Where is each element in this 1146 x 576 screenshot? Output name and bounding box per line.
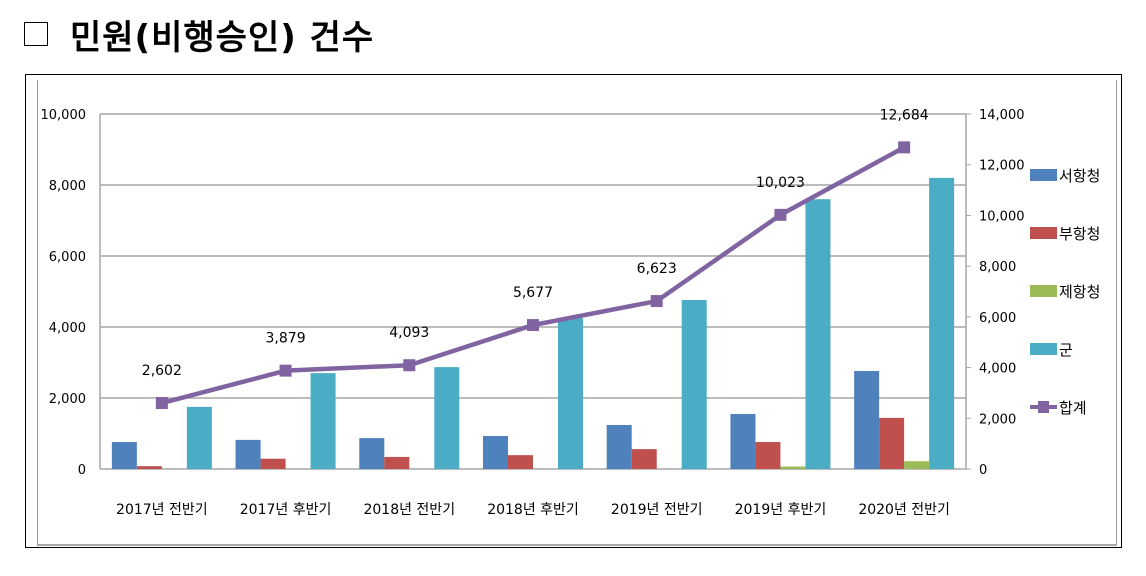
right-axis-tick-label: 0 bbox=[979, 463, 987, 478]
legend-swatch-군 bbox=[1030, 343, 1057, 355]
data-label: 10,023 bbox=[756, 175, 805, 191]
bars bbox=[111, 177, 955, 469]
data-label: 2,602 bbox=[142, 363, 182, 379]
left-axis-tick-label: 10,000 bbox=[41, 108, 87, 123]
bar-부항청 bbox=[508, 455, 533, 469]
legend-label: 합계 bbox=[1059, 399, 1087, 417]
legend-label: 제항청 bbox=[1059, 283, 1100, 301]
page-title: 민원(비행승인) 건수 bbox=[24, 10, 374, 58]
data-label: 5,677 bbox=[513, 285, 553, 301]
right-axis-tick-label: 6,000 bbox=[979, 311, 1016, 326]
x-axis-tick-label: 2020년 전반기 bbox=[858, 502, 950, 518]
total-line: 2,602 3,879 4,093 5,677 6,623 10,023 12,684 bbox=[142, 107, 929, 410]
total-line-marker bbox=[650, 295, 663, 308]
bar-군 bbox=[310, 373, 336, 469]
bar-군 bbox=[434, 367, 460, 469]
legend-swatch-부항청 bbox=[1030, 227, 1057, 239]
right-axis-tick-label: 4,000 bbox=[979, 362, 1016, 377]
legend-swatch-제항청 bbox=[1030, 285, 1057, 297]
bar-서항청 bbox=[111, 442, 137, 469]
bar-군 bbox=[929, 177, 955, 469]
bar-제항청 bbox=[780, 466, 806, 469]
bar-부항청 bbox=[384, 456, 410, 469]
bar-군 bbox=[681, 300, 707, 469]
total-line-marker bbox=[774, 208, 787, 221]
right-axis-tick-label: 12,000 bbox=[979, 159, 1025, 174]
chart-area-border bbox=[37, 80, 1117, 546]
bar-서항청 bbox=[730, 413, 756, 469]
left-axis-tick-label: 4,000 bbox=[49, 321, 86, 336]
legend-label: 부항청 bbox=[1059, 225, 1100, 243]
bar-부항청 bbox=[755, 442, 781, 469]
total-line-marker bbox=[155, 397, 168, 410]
right-axis-tick-label: 10,000 bbox=[979, 209, 1025, 224]
right-axis-tick-label: 2,000 bbox=[979, 412, 1016, 427]
left-axis-tick-label: 8,000 bbox=[49, 179, 86, 194]
title-text: 민원(비행승인) 건수 bbox=[70, 17, 375, 58]
x-axis-tick-label: 2017년 전반기 bbox=[116, 502, 208, 518]
data-label: 12,684 bbox=[880, 107, 929, 123]
total-line-marker bbox=[403, 359, 416, 372]
data-label: 6,623 bbox=[637, 261, 677, 277]
bar-부항청 bbox=[879, 417, 905, 469]
right-axis-tick-label: 8,000 bbox=[979, 260, 1016, 275]
bar-군 bbox=[558, 318, 583, 469]
bar-부항청 bbox=[631, 449, 657, 469]
bar-군 bbox=[805, 199, 831, 469]
bar-군 bbox=[186, 406, 212, 469]
legend-marker-합계 bbox=[1038, 401, 1049, 413]
legend-swatch-서항청 bbox=[1030, 169, 1057, 181]
total-line-marker bbox=[898, 141, 911, 154]
x-axis-tick-label: 2018년 전반기 bbox=[363, 502, 455, 518]
data-label: 4,093 bbox=[389, 325, 429, 341]
bar-서항청 bbox=[235, 439, 261, 469]
data-label: 3,879 bbox=[266, 331, 306, 347]
bar-부항청 bbox=[136, 466, 162, 469]
total-line-marker bbox=[527, 319, 539, 332]
legend-label: 서항청 bbox=[1059, 167, 1100, 185]
left-axis-tick-label: 0 bbox=[78, 463, 86, 478]
x-axis-tick-label: 2019년 전반기 bbox=[611, 502, 703, 518]
x-axis-tick-label: 2018년 후반기 bbox=[487, 502, 579, 518]
left-axis-tick-label: 6,000 bbox=[49, 250, 86, 265]
legend-label: 군 bbox=[1059, 341, 1073, 359]
left-axis-tick-label: 2,000 bbox=[49, 392, 86, 407]
axes: 0 2,000 4,000 6,000 8,000 10,000 0 2,000 4,000 6,… bbox=[41, 108, 1025, 518]
x-axis-tick-label: 2017년 후반기 bbox=[240, 502, 332, 518]
bar-부항청 bbox=[260, 458, 286, 469]
bar-서항청 bbox=[854, 371, 880, 469]
x-axis-tick-label: 2019년 후반기 bbox=[735, 502, 827, 518]
bar-제항청 bbox=[904, 461, 930, 469]
bar-서항청 bbox=[483, 435, 508, 469]
bar-서항청 bbox=[606, 424, 632, 469]
checkbox-square-icon bbox=[24, 22, 48, 46]
right-axis-tick-label: 14,000 bbox=[979, 108, 1025, 123]
chart-frame bbox=[25, 74, 1122, 548]
total-line-marker bbox=[279, 364, 292, 377]
bar-서항청 bbox=[359, 438, 385, 469]
